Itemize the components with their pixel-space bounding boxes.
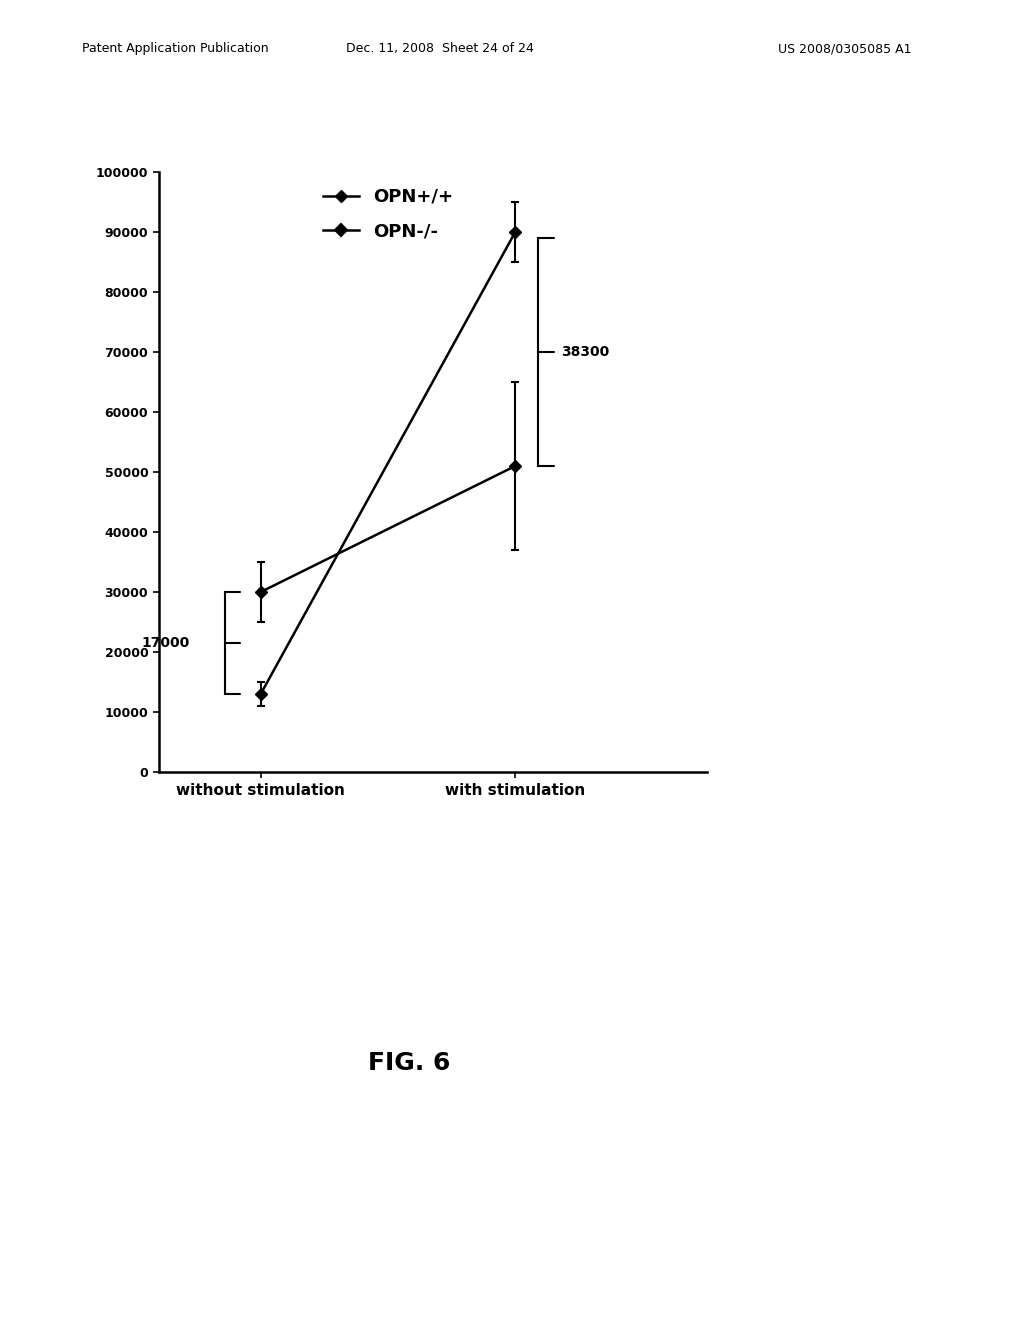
Text: Dec. 11, 2008  Sheet 24 of 24: Dec. 11, 2008 Sheet 24 of 24: [346, 42, 535, 55]
Text: 17000: 17000: [141, 636, 189, 649]
Text: Patent Application Publication: Patent Application Publication: [82, 42, 268, 55]
Legend: OPN+/+, OPN-/-: OPN+/+, OPN-/-: [315, 181, 461, 247]
Text: US 2008/0305085 A1: US 2008/0305085 A1: [778, 42, 911, 55]
Text: FIG. 6: FIG. 6: [369, 1051, 451, 1074]
Text: 38300: 38300: [561, 345, 609, 359]
